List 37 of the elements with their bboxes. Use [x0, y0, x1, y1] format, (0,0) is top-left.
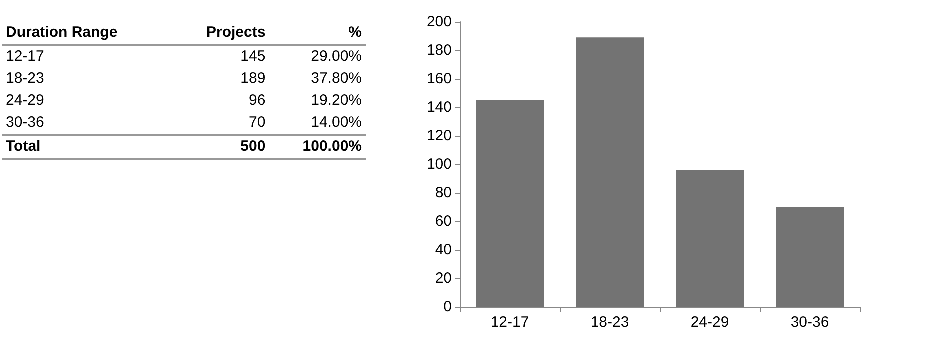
x-tick-label: 24-29 [690, 314, 730, 331]
y-tick-label: 40 [435, 242, 452, 258]
text: 70 [249, 114, 266, 131]
category-label: 30-36 [6, 114, 44, 131]
y-tick-label: 0 [444, 298, 452, 316]
y-tick-label: 200 [426, 14, 452, 30]
y-tick-label: 180 [426, 42, 452, 59]
category-label: Duration Range [2, 22, 174, 45]
text: 37.80% [311, 70, 362, 87]
category-label: 24-29 [6, 92, 44, 109]
x-tick-label: 18-23 [590, 314, 630, 331]
text: 19.20% [311, 92, 362, 109]
category-label: Total [6, 138, 41, 155]
x-tick-label: 30-36 [790, 314, 830, 331]
text: 100.00% [302, 138, 362, 155]
text: 96 [249, 92, 266, 109]
category-label: Projects [173, 22, 270, 45]
y-tick-label: 160 [426, 70, 452, 88]
text: 29.00% [311, 48, 362, 65]
y-tick-label: 140 [426, 99, 452, 116]
x-tick-label: 12-17 [490, 314, 530, 331]
y-tick-label: 120 [426, 128, 452, 144]
bar [676, 170, 744, 307]
bar [476, 100, 544, 307]
category-label: % [270, 22, 366, 45]
text: 145 [240, 48, 266, 65]
category-label: 12-17 [6, 48, 44, 65]
y-tick-label: 100 [426, 156, 452, 173]
y-tick-label: 80 [435, 184, 452, 202]
bar [576, 38, 644, 307]
text: 189 [240, 70, 266, 87]
y-tick-label: 20 [435, 270, 452, 287]
text: 500 [240, 138, 266, 155]
text: 14.00% [311, 114, 362, 131]
bar [776, 207, 844, 307]
category-label: 18-23 [6, 70, 44, 87]
y-tick-label: 60 [435, 213, 452, 230]
